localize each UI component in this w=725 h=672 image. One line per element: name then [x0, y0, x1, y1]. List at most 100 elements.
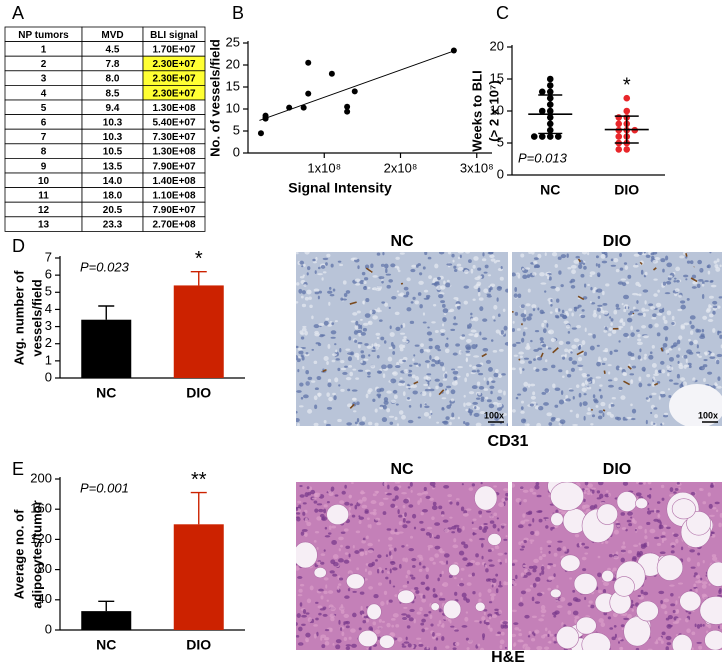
nucleus: [470, 560, 475, 563]
y-axis-label: Weeks to BLI: [469, 70, 484, 151]
nucleus: [370, 310, 373, 314]
nucleus: [540, 551, 542, 554]
nucleus: [609, 627, 613, 629]
nucleus: [673, 280, 676, 282]
nucleus: [435, 345, 440, 350]
nucleus: [671, 545, 674, 548]
nucleus: [421, 391, 426, 396]
nucleus: [439, 574, 441, 577]
nucleus: [303, 394, 309, 398]
nucleus: [590, 605, 594, 609]
nucleus: [354, 340, 357, 343]
nucleus: [408, 643, 412, 647]
nucleus: [439, 598, 443, 601]
nucleus: [647, 384, 651, 387]
nucleus: [588, 605, 591, 607]
nucleus: [690, 330, 693, 335]
nucleus: [635, 282, 640, 286]
nucleus: [714, 264, 718, 268]
nucleus: [454, 592, 457, 596]
nucleus: [321, 553, 326, 556]
nucleus: [463, 402, 465, 406]
nucleus: [641, 325, 646, 328]
nucleus: [302, 356, 305, 360]
nucleus: [587, 252, 589, 255]
nucleus: [404, 641, 410, 643]
nucleus: [492, 578, 497, 583]
nucleus: [325, 318, 329, 321]
nucleus: [497, 517, 499, 519]
nucleus: [648, 355, 653, 360]
nucleus: [702, 624, 704, 627]
nucleus: [710, 485, 714, 488]
nucleus: [473, 265, 476, 269]
nucleus: [406, 307, 411, 311]
nucleus: [376, 491, 378, 494]
y-axis-label: Avg. number of: [11, 270, 26, 366]
nucleus: [687, 557, 691, 562]
nucleus: [390, 422, 394, 425]
nucleus: [539, 556, 543, 560]
nucleus: [352, 591, 357, 593]
nucleus: [358, 515, 360, 517]
nucleus: [524, 310, 526, 315]
point: [352, 88, 358, 94]
y-tick-label: 25: [226, 34, 240, 49]
nucleus: [505, 558, 507, 563]
nucleus: [554, 641, 557, 643]
nucleus: [638, 526, 643, 530]
nucleus: [466, 339, 472, 343]
nucleus: [544, 290, 546, 292]
nucleus: [552, 252, 557, 256]
nucleus: [377, 337, 379, 339]
nucleus: [584, 284, 586, 288]
nucleus: [443, 281, 445, 285]
nucleus: [463, 513, 469, 517]
nucleus: [332, 574, 337, 577]
nucleus: [304, 250, 309, 255]
bar: [174, 524, 224, 630]
nucleus: [296, 516, 300, 518]
nucleus: [367, 376, 371, 378]
nucleus: [437, 349, 441, 351]
nucleus: [433, 588, 436, 592]
nucleus: [557, 605, 563, 608]
nucleus: [487, 589, 491, 593]
nucleus: [343, 280, 347, 284]
table-text: 7.90E+07: [152, 161, 196, 172]
nucleus: [524, 615, 529, 619]
nucleus: [347, 352, 353, 355]
nucleus: [484, 526, 489, 530]
nucleus: [338, 384, 340, 386]
nucleus: [699, 488, 703, 491]
nucleus: [681, 547, 683, 551]
nucleus: [479, 538, 485, 540]
nucleus: [661, 640, 664, 644]
nucleus: [387, 528, 392, 530]
nucleus: [318, 589, 324, 592]
table-text: 2: [41, 59, 47, 70]
nucleus: [597, 307, 601, 311]
nucleus: [499, 581, 501, 586]
nucleus: [665, 337, 668, 342]
y-tick-label: 4: [45, 301, 52, 316]
nucleus: [331, 330, 337, 334]
nucleus: [688, 352, 693, 355]
nucleus: [458, 267, 464, 271]
nucleus: [718, 523, 721, 528]
nucleus: [393, 532, 399, 534]
nucleus: [395, 624, 399, 627]
nucleus: [346, 290, 351, 294]
nucleus: [488, 367, 493, 372]
nucleus: [556, 418, 561, 421]
nucleus: [487, 381, 490, 386]
nucleus: [406, 575, 408, 578]
nucleus: [545, 252, 547, 256]
nucleus: [304, 284, 307, 287]
table-text: 10: [38, 176, 50, 187]
nucleus: [376, 388, 381, 392]
x-tick-label: NC: [96, 637, 116, 653]
nucleus: [493, 373, 498, 377]
table-text: 10.3: [103, 118, 123, 129]
nucleus: [469, 487, 474, 491]
